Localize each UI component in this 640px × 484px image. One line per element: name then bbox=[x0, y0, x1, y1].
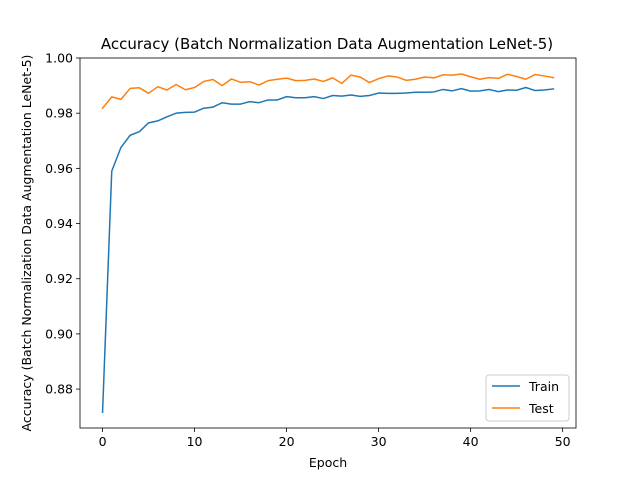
x-tick-label: 30 bbox=[371, 434, 387, 449]
y-tick-label: 0.96 bbox=[45, 161, 73, 176]
x-tick-label: 10 bbox=[187, 434, 203, 449]
x-tick-label: 0 bbox=[99, 434, 107, 449]
x-axis-label: Epoch bbox=[309, 455, 347, 470]
y-axis-label: Accuracy (Batch Normalization Data Augme… bbox=[19, 55, 34, 432]
x-tick-label: 20 bbox=[279, 434, 295, 449]
y-tick-label: 0.92 bbox=[45, 271, 73, 286]
legend-label-test: Test bbox=[528, 401, 554, 416]
y-tick-label: 0.90 bbox=[45, 326, 73, 341]
y-tick-label: 0.98 bbox=[45, 106, 73, 121]
legend: Train Test bbox=[485, 374, 570, 422]
x-tick-label: 40 bbox=[463, 434, 479, 449]
x-tick-label: 50 bbox=[555, 434, 571, 449]
series-line-train bbox=[101, 86, 555, 414]
y-tick-label: 1.00 bbox=[45, 51, 73, 66]
legend-label-train: Train bbox=[528, 379, 559, 394]
series-line-test bbox=[101, 73, 555, 110]
y-tick-label: 0.94 bbox=[45, 216, 73, 231]
plot-area bbox=[101, 73, 555, 414]
axis-ticks: 0 10 20 30 40 50 0.88 0.90 0.92 0.94 0.96 0.98 1.00 bbox=[45, 51, 571, 450]
y-tick-label: 0.88 bbox=[45, 382, 73, 397]
chart-title: Accuracy (Batch Normalization Data Augme… bbox=[101, 35, 553, 53]
axes-frame bbox=[79, 57, 577, 429]
